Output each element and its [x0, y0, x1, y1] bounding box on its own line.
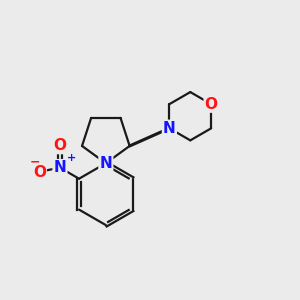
Text: O: O [33, 165, 46, 180]
Text: +: + [66, 153, 76, 163]
Text: O: O [205, 97, 218, 112]
Text: N: N [54, 160, 66, 175]
Text: O: O [53, 138, 66, 153]
Text: −: − [30, 156, 40, 169]
Text: N: N [163, 121, 176, 136]
Text: N: N [100, 156, 112, 171]
